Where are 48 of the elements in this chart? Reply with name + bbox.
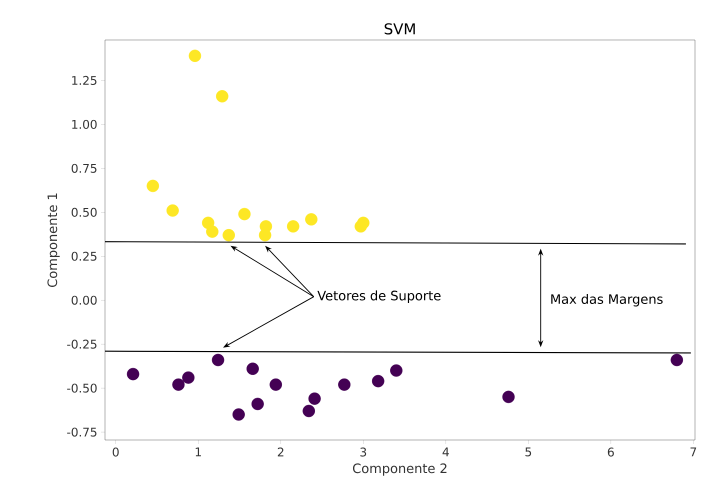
point	[126, 368, 140, 380]
point	[232, 408, 245, 421]
annotation: Max das Margens	[551, 294, 663, 306]
y-tick-label: 1.25	[72, 76, 96, 85]
y-tick-label: -0.25	[67, 340, 96, 349]
y-tick-label: 0.00	[72, 296, 97, 305]
point	[390, 364, 402, 377]
point	[372, 374, 384, 388]
point	[305, 213, 318, 226]
point	[338, 378, 351, 391]
point	[166, 204, 179, 217]
y-tick-label: 0.25	[72, 252, 96, 261]
point	[222, 228, 235, 242]
x-tick-label: 6	[608, 448, 614, 457]
x-tick-label: 3	[360, 448, 366, 457]
point	[670, 354, 684, 366]
point	[258, 228, 272, 242]
y-axis-title: Componente 1	[47, 193, 60, 288]
annotation: Vetores de Suporte	[317, 290, 441, 303]
x-tick-label: 0	[112, 448, 119, 457]
y-tick-label: -0.50	[67, 384, 97, 393]
point	[357, 216, 370, 230]
point	[286, 220, 300, 233]
point	[172, 378, 185, 391]
point	[251, 398, 264, 410]
point	[146, 180, 160, 192]
x-tick-label: 7	[690, 448, 696, 456]
y-tick-label: -0.75	[67, 428, 96, 437]
x-tick-label: 1	[196, 448, 201, 456]
x-tick-label: 2	[278, 448, 284, 456]
point	[302, 404, 316, 418]
point	[270, 378, 282, 391]
point	[502, 390, 515, 404]
chart-title: SVM	[384, 23, 415, 35]
point	[246, 362, 259, 375]
point	[206, 225, 218, 238]
point	[238, 208, 251, 220]
x-axis-title: Componente 2	[352, 463, 446, 476]
point	[216, 90, 228, 102]
y-tick-label: 1.00	[72, 120, 97, 129]
y-tick-label: 0.50	[72, 208, 97, 217]
x-tick-label: 4	[442, 448, 449, 456]
point	[188, 50, 202, 62]
point	[308, 392, 321, 405]
point	[212, 354, 224, 366]
x-tick-label: 5	[525, 448, 532, 456]
point	[182, 371, 195, 384]
y-tick-label: 0.75	[72, 164, 96, 173]
